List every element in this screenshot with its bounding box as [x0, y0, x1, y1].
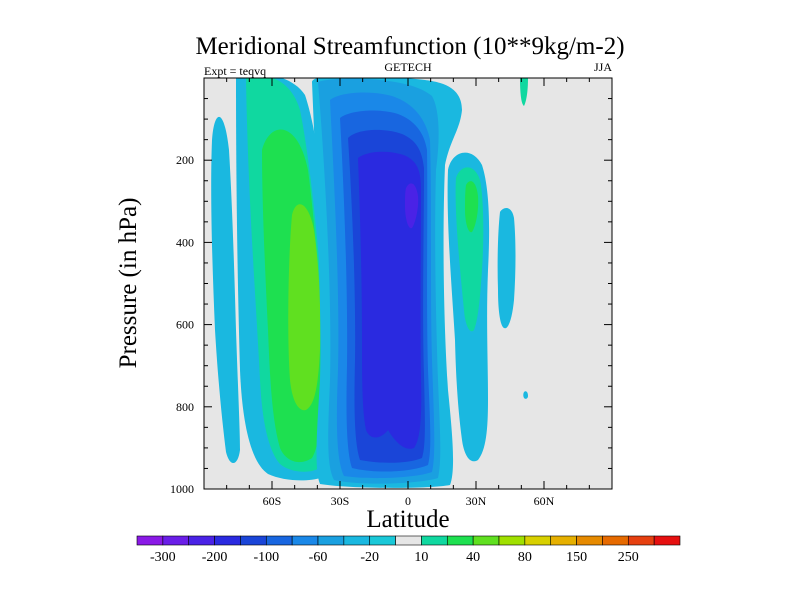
y-tick-label: 600	[176, 318, 194, 332]
contour-sh-polar-cyan	[211, 116, 240, 464]
colorbar-swatch	[602, 535, 629, 546]
colorbar-label: 40	[466, 550, 480, 565]
colorbar-swatch	[576, 535, 603, 546]
colorbar-label: 80	[518, 550, 532, 565]
colorbar-swatch	[446, 535, 474, 546]
y-axis-label: Pressure (in hPa)	[115, 198, 142, 369]
contour-nh-surface-cyan	[523, 391, 528, 399]
colorbar-swatch	[524, 535, 552, 546]
colorbar-swatch	[136, 535, 164, 546]
x-tick-label: 30S	[331, 494, 350, 508]
y-tick-label: 1000	[170, 482, 194, 496]
x-axis-label: Latitude	[366, 506, 449, 533]
colorbar-swatch	[472, 535, 500, 546]
chart-title: Meridional Streamfunction (10**9kg/m-2)	[195, 33, 624, 60]
x-tick-label: 60N	[534, 494, 555, 508]
contour-hadley-core	[405, 183, 419, 229]
colorbar: -300 -200 -100 -60 -20 10 40 80 150 250	[136, 535, 681, 565]
y-tick-label: 200	[176, 153, 194, 167]
colorbar-label: -20	[360, 550, 379, 565]
contour-hadley-blue4	[358, 151, 422, 449]
contour-nh-mid-cyan	[497, 208, 516, 329]
colorbar-label: 250	[618, 550, 639, 565]
colorbar-label: 10	[414, 550, 428, 565]
x-tick-label: 30N	[466, 494, 487, 508]
contour-nh-polar-teal	[520, 78, 528, 106]
colorbar-label: -300	[150, 550, 176, 565]
colorbar-swatch	[627, 535, 655, 546]
x-tick-label: 60S	[263, 494, 282, 508]
colorbar-swatch	[498, 535, 526, 546]
colorbar-swatch	[291, 535, 319, 546]
colorbar-swatch	[395, 535, 422, 546]
colorbar-swatch	[317, 535, 345, 546]
y-axis-ticks: 200 400 600 800 1000	[170, 98, 612, 496]
colorbar-label: -100	[253, 550, 279, 565]
y-tick-label: 400	[176, 235, 194, 249]
colorbar-swatch	[162, 535, 190, 546]
colorbar-swatch	[421, 535, 448, 546]
colorbar-swatch	[343, 535, 371, 546]
experiment-label: Expt = teqvq	[204, 64, 266, 78]
colorbar-label: 150	[566, 550, 587, 565]
colorbar-swatch	[653, 535, 681, 546]
contour-sh-ferrel-lime	[288, 204, 321, 411]
source-label: GETECH	[384, 60, 432, 74]
colorbar-swatch	[550, 535, 577, 546]
colorbar-label: -60	[309, 550, 328, 565]
colorbar-swatch	[240, 535, 267, 546]
contour-nh-tropic-green	[465, 181, 479, 233]
season-label: JJA	[594, 60, 612, 74]
colorbar-swatch	[214, 535, 241, 546]
colorbar-label: -200	[202, 550, 228, 565]
colorbar-swatch	[369, 535, 396, 546]
x-tick-label: 0	[405, 494, 411, 508]
colorbar-swatch	[265, 535, 293, 546]
y-tick-label: 800	[176, 400, 194, 414]
colorbar-swatch	[188, 535, 215, 546]
x-axis-ticks: 60S 30S 0 30N 60N	[226, 78, 590, 508]
contour-field	[211, 78, 528, 488]
